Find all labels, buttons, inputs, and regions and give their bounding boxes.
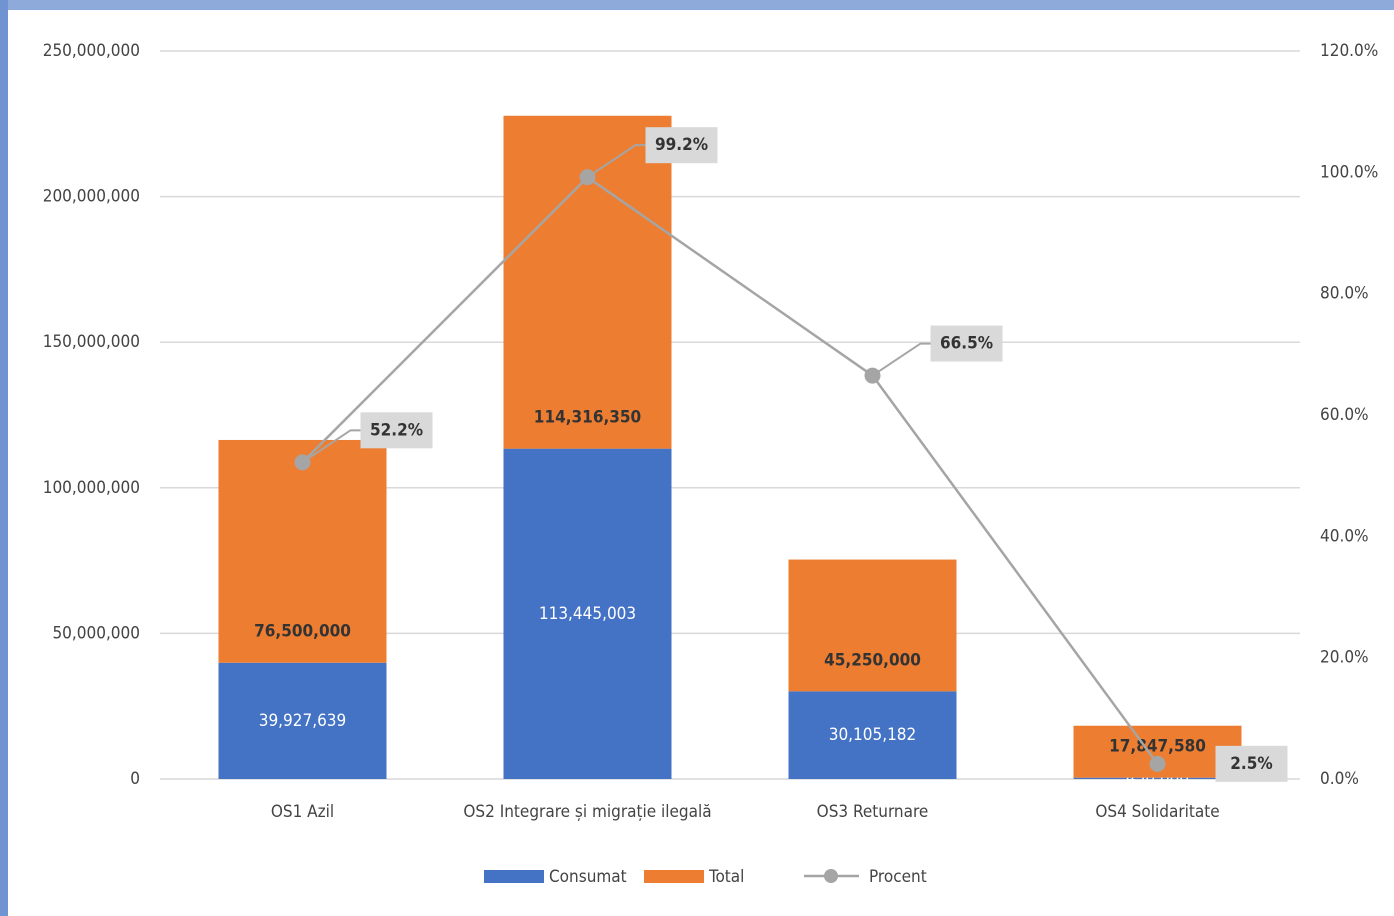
bar-segment bbox=[788, 691, 957, 779]
y2-tick-label: 40.0% bbox=[1320, 526, 1369, 546]
data-label: 30,105,182 bbox=[829, 725, 917, 745]
y2-tick-label: 60.0% bbox=[1320, 405, 1369, 425]
y2-tick-label: 0.0% bbox=[1320, 769, 1359, 789]
data-label: 76,500,000 bbox=[254, 622, 351, 642]
leader-line bbox=[871, 342, 931, 377]
legend-label: Consumat bbox=[549, 867, 627, 887]
line-point bbox=[1149, 755, 1166, 772]
legend-label: Total bbox=[708, 867, 744, 887]
bar-segment bbox=[1073, 777, 1242, 779]
label-box bbox=[930, 325, 1003, 362]
x-tick-label: OS4 Solidaritate bbox=[1095, 802, 1219, 822]
data-label: 113,445,003 bbox=[539, 604, 636, 624]
data-label: 45,250,000 bbox=[824, 650, 921, 670]
legend-swatch bbox=[484, 870, 544, 883]
data-label: 99.2% bbox=[655, 135, 708, 155]
y2-tick-label: 80.0% bbox=[1320, 284, 1369, 304]
leader-line bbox=[586, 144, 646, 179]
legend-label: Procent bbox=[869, 867, 927, 887]
legend-swatch bbox=[644, 870, 704, 883]
y2-tick-label: 20.0% bbox=[1320, 648, 1369, 668]
x-tick-label: OS2 Integrare și migrație ilegală bbox=[463, 802, 711, 822]
bar-segment bbox=[218, 439, 387, 663]
bar-segment bbox=[503, 448, 672, 779]
y-tick-label: 250,000,000 bbox=[43, 41, 140, 61]
y-tick-label: 200,000,000 bbox=[43, 187, 140, 207]
y2-tick-label: 120.0% bbox=[1320, 41, 1378, 61]
data-label: 39,927,639 bbox=[259, 711, 347, 731]
bar-segment bbox=[788, 559, 957, 692]
leader-line bbox=[301, 429, 361, 464]
label-box bbox=[645, 127, 718, 164]
label-box bbox=[1215, 745, 1288, 782]
data-label: 52.2% bbox=[370, 420, 423, 440]
data-label: 114,316,350 bbox=[534, 408, 641, 428]
x-tick-label: OS1 Azil bbox=[271, 802, 334, 822]
x-tick-label: OS3 Returnare bbox=[817, 802, 929, 822]
legend-marker bbox=[824, 869, 838, 883]
data-label: 2.5% bbox=[1230, 754, 1272, 774]
y2-tick-label: 100.0% bbox=[1320, 162, 1378, 182]
line bbox=[301, 175, 1159, 765]
y-tick-label: 50,000,000 bbox=[52, 623, 140, 643]
frame-left bbox=[0, 0, 8, 916]
y-tick-label: 100,000,000 bbox=[43, 478, 140, 498]
data-label: 66.5% bbox=[940, 334, 993, 354]
y-tick-label: 0 bbox=[130, 769, 140, 789]
data-label: 17,847,580 bbox=[1109, 737, 1206, 757]
frame-top bbox=[0, 0, 1394, 10]
bar-segment bbox=[218, 662, 387, 779]
label-box bbox=[360, 412, 433, 449]
bar-segment bbox=[503, 115, 672, 449]
y-tick-label: 150,000,000 bbox=[43, 332, 140, 352]
